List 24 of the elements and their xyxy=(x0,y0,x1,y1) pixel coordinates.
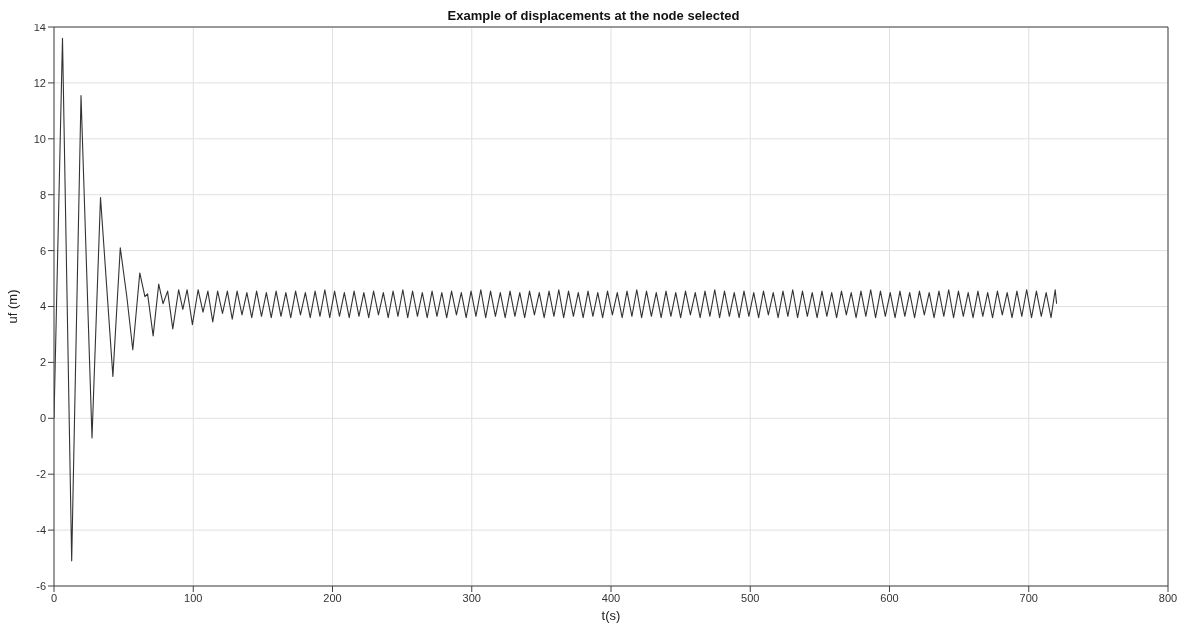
y-tick-label: 8 xyxy=(39,188,46,201)
x-tick-label: 200 xyxy=(323,591,342,604)
x-axis-title: t(s) xyxy=(601,608,621,623)
x-tick-label: 700 xyxy=(1019,591,1038,604)
x-tick-label: 600 xyxy=(880,591,899,604)
y-tick-label: 6 xyxy=(39,244,46,257)
y-tick-label: 12 xyxy=(33,76,46,89)
y-tick-label: -4 xyxy=(36,524,46,537)
x-tick-label: 100 xyxy=(184,591,203,604)
y-tick-label: 2 xyxy=(39,356,46,369)
y-tick-label: -2 xyxy=(36,468,46,481)
x-tick-label: 400 xyxy=(601,591,621,604)
y-tick-label: 4 xyxy=(39,300,46,313)
y-tick-label: 10 xyxy=(33,132,46,145)
x-tick-label: 500 xyxy=(741,591,760,604)
x-tick-label: 300 xyxy=(462,591,481,604)
y-tick-label: 0 xyxy=(39,412,46,425)
y-tick-label: 14 xyxy=(33,20,46,33)
x-tick-label: 0 xyxy=(50,591,58,604)
chart-title: Example of displacements at the node selected xyxy=(447,8,740,23)
y-tick-label: -6 xyxy=(36,579,46,592)
x-tick-label: 800 xyxy=(1158,591,1178,604)
line-series xyxy=(54,37,1058,562)
y-axis-title: uf (m) xyxy=(4,289,20,324)
